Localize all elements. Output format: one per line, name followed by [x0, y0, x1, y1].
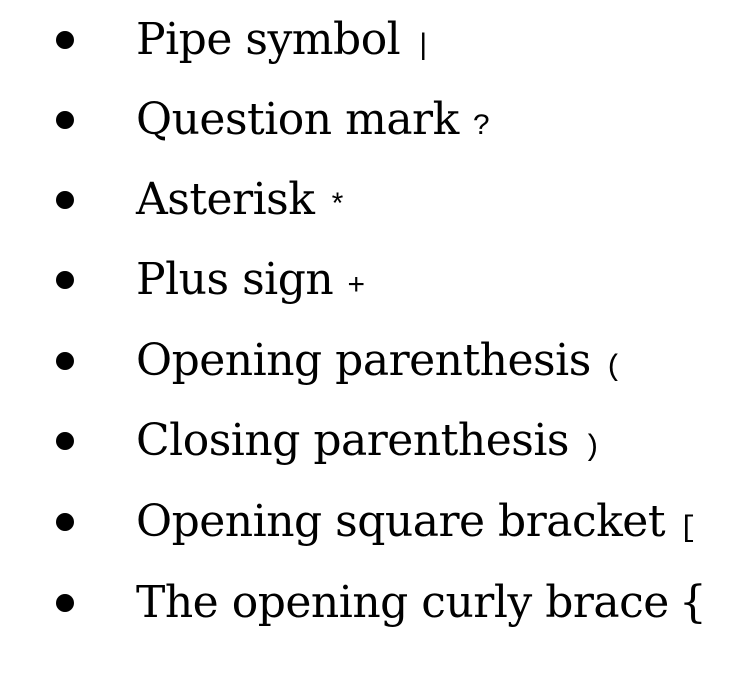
bullet-icon	[56, 432, 74, 450]
list-item-symbol: *	[328, 190, 347, 224]
bullet-icon	[56, 111, 74, 129]
list-item-plus-sign: Plus sign +	[0, 250, 744, 310]
list-item-symbol: [	[679, 512, 698, 546]
bullet-icon	[56, 271, 74, 289]
list-item-text: Closing parenthesis)	[136, 411, 601, 481]
list-item-text: Asterisk *	[136, 170, 346, 240]
list-item-pipe-symbol: Pipe symbol |	[0, 10, 744, 70]
list-item-label: Opening square bracket	[136, 496, 666, 547]
list-item-text: The opening curly brace{	[136, 573, 707, 643]
list-item-asterisk: Asterisk *	[0, 170, 744, 230]
list-item-symbol: (	[604, 351, 623, 385]
list-item-opening-curly-brace: The opening curly brace{	[0, 573, 744, 633]
list-item-label: Plus sign	[136, 254, 334, 305]
bullet-icon	[56, 31, 74, 49]
list-item-text: Pipe symbol |	[136, 10, 432, 80]
list-item-text: Plus sign +	[136, 250, 365, 320]
list-item-closing-parenthesis: Closing parenthesis)	[0, 411, 744, 471]
list-item-symbol: |	[414, 30, 433, 64]
list-item-label: Closing parenthesis	[136, 415, 569, 466]
list-item-symbol: )	[582, 431, 601, 465]
bullet-icon	[56, 513, 74, 531]
bullet-icon	[56, 352, 74, 370]
list-item-label: Asterisk	[136, 174, 315, 225]
list-item-symbol: ?	[472, 110, 491, 144]
list-item-symbol: +	[347, 270, 366, 304]
list-item-text: Opening parenthesis (	[136, 331, 623, 401]
bullet-icon	[56, 594, 74, 612]
list-item-label: Pipe symbol	[136, 14, 401, 65]
bullet-icon	[56, 191, 74, 209]
list-item-text: Question mark?	[136, 90, 491, 160]
list-item-opening-square-bracket: Opening square bracket [	[0, 492, 744, 552]
list-item-opening-parenthesis: Opening parenthesis (	[0, 331, 744, 391]
list-item-symbol: {	[678, 577, 707, 628]
list-item-question-mark: Question mark?	[0, 90, 744, 150]
list-item-label: The opening curly brace	[136, 577, 669, 628]
list-item-label: Opening parenthesis	[136, 335, 591, 386]
list-item-label: Question mark	[136, 94, 459, 145]
list-item-text: Opening square bracket [	[136, 492, 697, 562]
